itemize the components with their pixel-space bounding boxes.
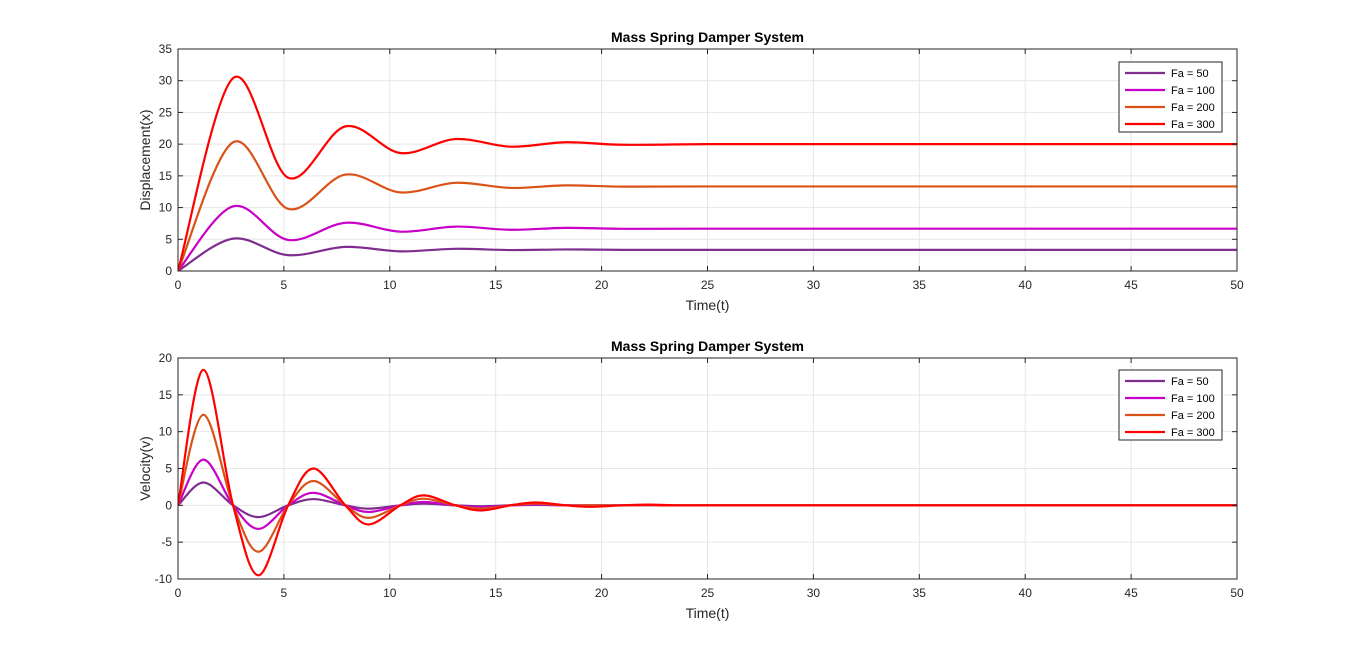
x-tick-label: 30	[807, 278, 821, 292]
x-tick-label: 50	[1230, 278, 1244, 292]
x-tick-label: 10	[383, 278, 397, 292]
x-tick-label: 50	[1230, 586, 1244, 600]
y-tick-label: 20	[159, 137, 173, 151]
chart-title: Mass Spring Damper System	[611, 338, 804, 354]
x-tick-label: 20	[595, 586, 609, 600]
y-tick-label: 15	[159, 169, 173, 183]
y-tick-label: 10	[159, 425, 173, 439]
y-tick-label: 5	[165, 462, 172, 476]
series-group	[178, 368, 1237, 577]
x-tick-label: 45	[1124, 586, 1138, 600]
legend-label-3: Fa = 200	[1171, 102, 1215, 114]
y-tick-label: 15	[159, 388, 173, 402]
series-line-3	[178, 140, 1237, 271]
chart-1: 0 5 10 15 20 25 30 35 40 45 50 0 5 10 15 20 25 30 35 Mass S…	[137, 29, 1244, 313]
x-tick-label: 5	[281, 278, 288, 292]
series-line-1	[178, 237, 1237, 271]
x-tick-label: 35	[913, 586, 927, 600]
series-line-2	[178, 204, 1237, 271]
chart-2: 0 5 10 15 20 25 30 35 40 45 50 -10 -5 0 5 10 15 20 Mass Sp…	[137, 338, 1244, 621]
x-tick-label: 20	[595, 278, 609, 292]
legend-label-2: Fa = 100	[1171, 393, 1215, 405]
series-line-4	[178, 368, 1237, 577]
y-tick-label: 30	[159, 74, 173, 88]
y-tick-label: 20	[159, 351, 173, 365]
legend-label-4: Fa = 300	[1171, 427, 1215, 439]
series-group	[178, 75, 1237, 271]
x-tick-label: 10	[383, 586, 397, 600]
legend-label-1: Fa = 50	[1171, 376, 1209, 388]
y-axis-label: Velocity(v)	[137, 436, 153, 501]
y-tick-label: 25	[159, 105, 173, 119]
y-tick-label: -10	[155, 572, 173, 586]
legend: Fa = 50 Fa = 100 Fa = 200 Fa = 300	[1118, 369, 1223, 441]
x-axis-label: Time(t)	[686, 297, 730, 313]
legend: Fa = 50 Fa = 100 Fa = 200 Fa = 300	[1118, 61, 1223, 133]
legend-label-1: Fa = 50	[1171, 68, 1209, 80]
x-tick-label: 25	[701, 278, 715, 292]
legend-label-2: Fa = 100	[1171, 85, 1215, 97]
x-axis-label: Time(t)	[686, 605, 730, 621]
legend-label-4: Fa = 300	[1171, 119, 1215, 131]
x-tick-label: 0	[175, 586, 182, 600]
x-tick-label: 25	[701, 586, 715, 600]
x-tick-label: 15	[489, 586, 503, 600]
y-tick-label: 5	[165, 232, 172, 246]
y-tick-label: 35	[159, 42, 173, 56]
x-tick-label: 5	[281, 586, 288, 600]
y-tick-label: 0	[165, 498, 172, 512]
x-tick-label: 40	[1019, 586, 1033, 600]
y-tick-label: 0	[165, 264, 172, 278]
chart-title: Mass Spring Damper System	[611, 29, 804, 45]
y-tick-label: 10	[159, 201, 173, 215]
y-tick-label: -5	[161, 535, 172, 549]
x-tick-label: 15	[489, 278, 503, 292]
x-tick-label: 40	[1019, 278, 1033, 292]
y-axis-label: Displacement(x)	[137, 109, 153, 210]
legend-label-3: Fa = 200	[1171, 410, 1215, 422]
x-tick-label: 45	[1124, 278, 1138, 292]
series-line-4	[178, 75, 1237, 271]
x-tick-label: 35	[913, 278, 927, 292]
x-tick-label: 0	[175, 278, 182, 292]
x-tick-label: 30	[807, 586, 821, 600]
